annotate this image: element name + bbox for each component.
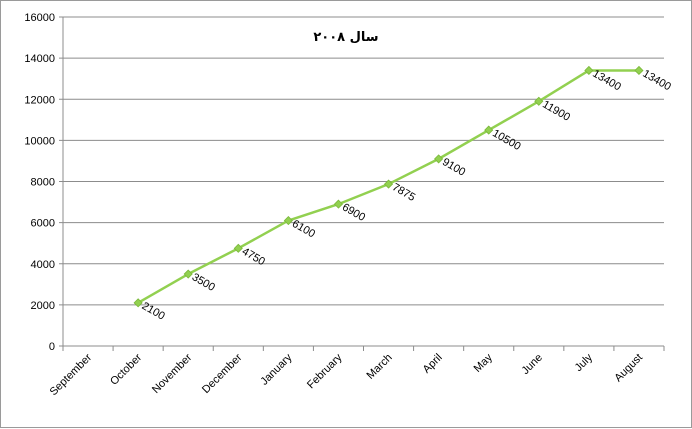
data-point <box>634 65 644 76</box>
y-tick-label: 12000 <box>24 94 55 106</box>
data-label: 4750 <box>240 246 267 269</box>
x-tick-label: August <box>612 352 645 385</box>
y-tick-label: 0 <box>49 341 55 353</box>
data-point <box>133 298 143 308</box>
data-point <box>183 269 193 279</box>
data-label: 7875 <box>390 181 417 204</box>
x-tick-label: October <box>108 351 144 387</box>
data-point <box>484 125 494 135</box>
data-labels: 2100 3500 4750 6100 6900 7875 9100 10500 11900 13… <box>140 68 673 323</box>
y-tick-label: 2000 <box>31 300 55 312</box>
data-label: 2100 <box>140 300 167 323</box>
y-axis-ticks: 0 2000 4000 6000 8000 10000 12000 14000 16000 <box>24 12 55 353</box>
x-tick-label: May <box>472 351 496 375</box>
x-tick-label: March <box>365 352 395 382</box>
chart-title: سال ۲۰۰۸ <box>313 30 378 45</box>
data-label: 3500 <box>190 271 217 294</box>
data-label: 6900 <box>340 201 367 224</box>
series-line <box>133 65 644 308</box>
x-tick-label: June <box>520 352 545 377</box>
y-tick-label: 14000 <box>24 53 55 65</box>
data-point <box>333 199 344 209</box>
x-tick-label: December <box>200 351 245 396</box>
x-tick-label: November <box>150 351 195 396</box>
x-axis-ticks: September October November December January F… <box>48 351 645 398</box>
data-point <box>383 179 394 189</box>
data-label: 13400 <box>640 68 672 94</box>
data-label: 9100 <box>440 156 467 179</box>
y-tick-label: 16000 <box>24 12 55 24</box>
data-point <box>534 96 544 106</box>
x-tick-label: April <box>421 352 445 376</box>
y-tick-label: 6000 <box>31 218 55 230</box>
axes <box>59 16 665 351</box>
data-point <box>233 243 243 253</box>
gridlines <box>63 16 664 306</box>
data-point <box>283 216 293 226</box>
y-tick-label: 10000 <box>24 135 55 147</box>
x-tick-label: September <box>48 351 95 398</box>
data-point <box>434 154 444 164</box>
x-tick-label: July <box>573 351 596 374</box>
x-tick-label: February <box>305 351 345 391</box>
y-tick-label: 4000 <box>31 259 55 271</box>
data-label: 6100 <box>290 218 317 241</box>
y-tick-label: 8000 <box>31 177 55 189</box>
data-label: 11900 <box>540 99 572 124</box>
data-point <box>584 65 594 76</box>
x-tick-label: January <box>258 351 295 388</box>
data-label: 10500 <box>490 127 522 153</box>
